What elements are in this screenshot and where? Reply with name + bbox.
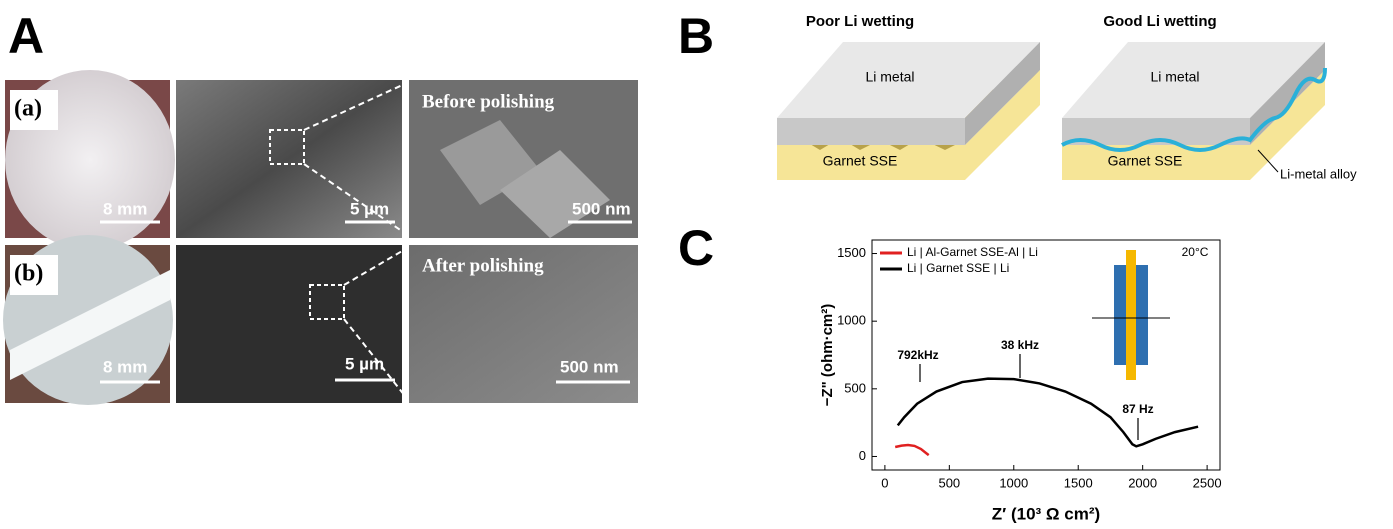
page: A (a) 8 mm 5 µm Before polishing 500 nm … — [0, 0, 1393, 529]
zoom-caption: After polishing — [422, 255, 544, 276]
li-front — [777, 118, 965, 145]
cell-inset — [1092, 250, 1170, 380]
series-line — [895, 445, 929, 455]
y-tick-label: 0 — [859, 448, 866, 463]
legend-entry: Li | Al-Garnet SSE-Al | Li — [907, 245, 1038, 259]
x-tick-label: 500 — [938, 475, 960, 490]
y-tick-label: 1500 — [837, 245, 866, 260]
slab-good: Good Li wetting Li metal Garnet SSE Li-m… — [1062, 13, 1357, 181]
x-tick-label: 0 — [881, 475, 888, 490]
scale-label: 8 mm — [103, 199, 147, 218]
annotation: 87 Hz — [1122, 402, 1153, 416]
row-label: (b) — [14, 261, 43, 287]
scale-label: 500 nm — [560, 357, 619, 376]
x-tick-label: 1500 — [1064, 475, 1093, 490]
legend-entry: Li | Garnet SSE | Li — [907, 261, 1009, 275]
layer-label: Garnet SSE — [1108, 153, 1183, 169]
panel-a-row: (a) 8 mm 5 µm Before polishing 500 nm — [5, 70, 638, 250]
panel-label: C — [678, 220, 714, 276]
y-tick-label: 500 — [844, 380, 866, 395]
x-tick-label: 1000 — [999, 475, 1028, 490]
panel-label: B — [678, 8, 714, 64]
zoom-caption: Before polishing — [422, 91, 555, 112]
layer-label: Li metal — [865, 69, 914, 85]
annotation: 20°C — [1182, 245, 1209, 259]
scale-label: 8 mm — [103, 357, 147, 376]
scale-label: 5 µm — [350, 199, 389, 218]
scale-label: 5 µm — [345, 354, 384, 373]
layer-label: Li metal — [1150, 69, 1199, 85]
y-axis-label: −Z" (ohm·cm²) — [819, 304, 836, 407]
diagram-title: Good Li wetting — [1103, 13, 1216, 30]
x-tick-label: 2500 — [1193, 475, 1222, 490]
diagram-title: Poor Li wetting — [806, 13, 914, 30]
slab-poor: Poor Li wetting Li metal Garnet SSE — [777, 13, 1040, 180]
scale-label: 500 nm — [572, 199, 631, 218]
row-label: (a) — [14, 96, 42, 122]
figure: A (a) 8 mm 5 µm Before polishing 500 nm … — [0, 0, 1393, 529]
layer-label: Garnet SSE — [823, 153, 898, 169]
y-tick-label: 1000 — [837, 313, 866, 328]
x-tick-label: 2000 — [1128, 475, 1157, 490]
panel-a-row: (b) 8 mm 5 µm After polishing 500 nm — [3, 235, 638, 405]
callout: Li-metal alloy — [1280, 166, 1357, 181]
annotation: 792kHz — [897, 348, 938, 362]
annotation: 38 kHz — [1001, 338, 1039, 352]
panel-label: A — [8, 8, 44, 64]
x-axis-label: Z′ (10³ Ω cm²) — [992, 504, 1100, 523]
